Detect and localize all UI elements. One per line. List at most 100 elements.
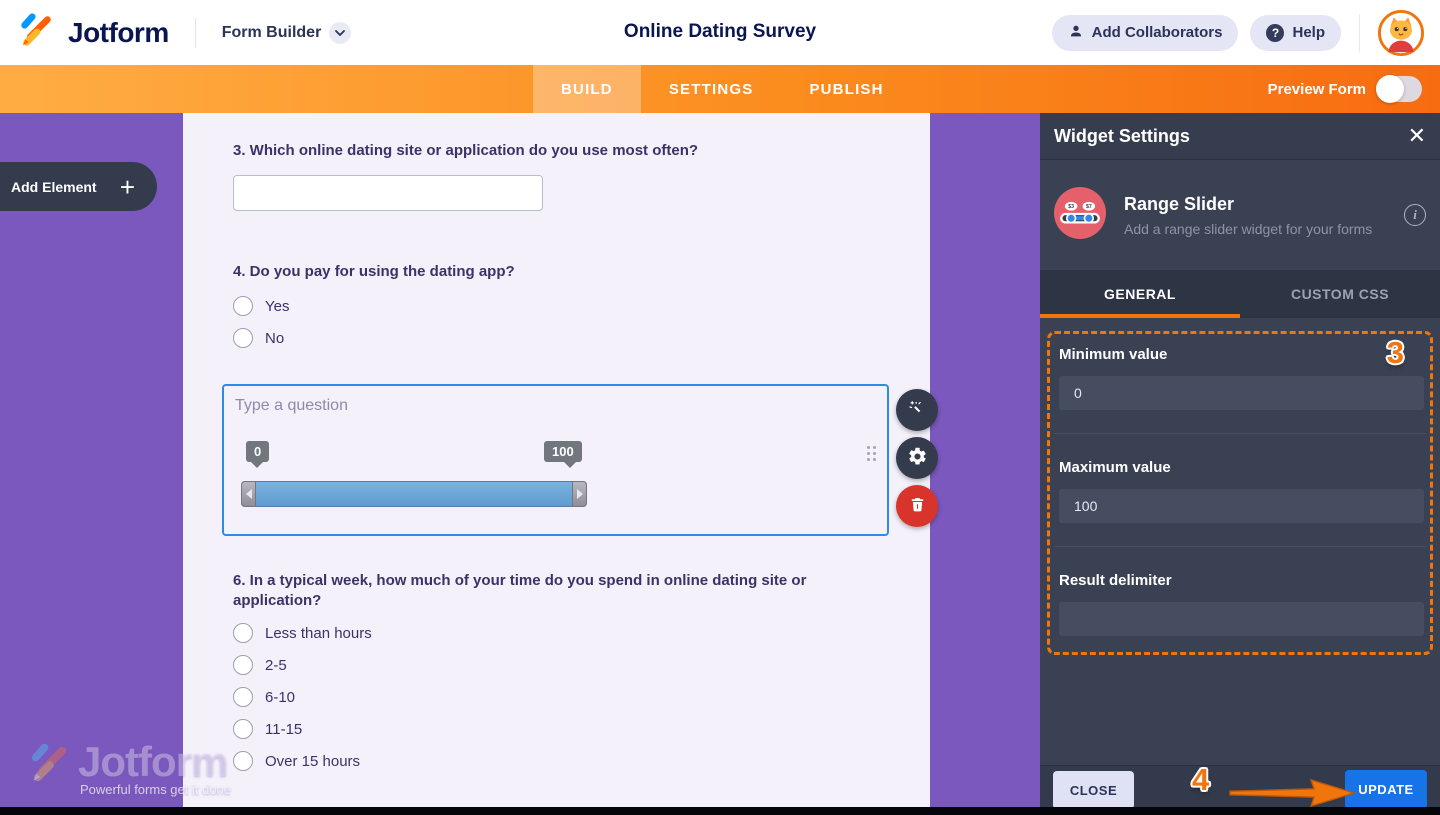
product-label: Form Builder [221,23,322,41]
slider-handle-left[interactable] [241,481,256,507]
help-label: Help [1292,24,1325,41]
widget-icon-min-text: $3 [1068,204,1074,210]
widget-name: Range Slider [1124,193,1235,214]
radio-label: Less than hours [265,624,372,642]
radio-option[interactable]: Over 15 hours [233,750,372,772]
annotation-arrow-icon [1226,776,1358,815]
radio-option-no[interactable]: No [233,327,289,349]
radio-label: 6-10 [265,688,296,706]
top-header: Jotform Form Builder Online Dating Surve… [0,0,1440,65]
radio-option[interactable]: 6-10 [233,686,372,708]
selected-slider-widget[interactable]: Type a question 0 100 [222,384,889,536]
person-icon [1068,23,1084,43]
toggle-knob [1376,75,1404,103]
panel-title: Widget Settings [1054,125,1190,146]
question-3-input[interactable] [233,175,543,211]
add-element-label: Add Element [11,178,97,195]
maximum-value-field: Maximum value [1059,459,1425,523]
question-4-label[interactable]: 4. Do you pay for using the dating app? [233,263,515,280]
question-mark-icon: ? [1266,23,1285,42]
result-delimiter-label: Result delimiter [1059,572,1172,589]
panel-tab-bar: GENERAL CUSTOM CSS [1040,270,1440,318]
minimum-value-field: Minimum value [1059,346,1425,410]
delete-widget-button[interactable] [896,485,938,527]
form-canvas: 3. Which online dating site or applicati… [183,113,930,807]
magic-wand-icon [907,399,927,422]
minimum-value-label: Minimum value [1059,346,1168,363]
tab-settings[interactable]: SETTINGS [668,80,754,98]
radio-icon[interactable] [233,296,253,316]
header-divider [194,17,196,48]
radio-icon[interactable] [233,719,253,739]
panel-body: Minimum value Maximum value Result delim… [1040,318,1440,765]
field-divider [1054,546,1426,547]
workspace: 3. Which online dating site or applicati… [0,113,1440,809]
question-3-label[interactable]: 3. Which online dating site or applicati… [233,142,699,159]
tab-publish[interactable]: PUBLISH [809,80,884,98]
minimum-value-input[interactable] [1059,376,1424,410]
question-4-options: Yes No [233,295,289,349]
plus-icon: + [119,171,135,202]
radio-icon[interactable] [233,328,253,348]
widget-settings-panel: Widget Settings ✕ $3 $7 [1040,113,1440,809]
radio-label: No [265,329,285,347]
radio-label: Over 15 hours [265,752,361,770]
range-slider-track[interactable] [241,481,587,507]
radio-icon[interactable] [233,623,253,643]
page-title[interactable]: Online Dating Survey [623,21,817,42]
preview-form-toggle[interactable] [1376,75,1422,103]
radio-icon[interactable] [233,751,253,771]
maximum-value-label: Maximum value [1059,459,1171,476]
builder-nav: BUILD SETTINGS PUBLISH Preview Form [0,65,1440,113]
help-button[interactable]: ? Help [1250,14,1341,51]
tab-custom-css[interactable]: CUSTOM CSS [1290,286,1390,302]
slider-handle-right[interactable] [572,481,587,507]
close-icon[interactable]: ✕ [1407,123,1426,148]
form-builder-menu[interactable]: Form Builder [221,21,352,44]
tab-general[interactable]: GENERAL [1040,270,1240,318]
widget-icon-max-text: $7 [1086,204,1092,210]
radio-icon[interactable] [233,655,253,675]
chevron-down-icon [329,21,352,44]
slider-min-tooltip: 0 [246,441,270,468]
tab-build[interactable]: BUILD [533,65,641,113]
panel-header: Widget Settings ✕ [1040,113,1440,160]
annotation-step-3: 3 [1386,335,1404,370]
screen-bottom-strip [0,807,1440,815]
radio-option[interactable]: Less than hours [233,622,372,644]
panel-footer: CLOSE UPDATE [1040,765,1440,809]
widget-description: Add a range slider widget for your forms [1124,220,1373,237]
gear-icon [907,446,928,470]
brand-wordmark: Jotform [68,16,169,48]
field-divider [1054,433,1426,434]
maximum-value-input[interactable] [1059,489,1424,523]
info-icon[interactable]: i [1404,204,1426,226]
radio-option[interactable]: 11-15 [233,718,372,740]
radio-label: 11-15 [265,720,303,738]
user-avatar[interactable] [1378,9,1424,56]
close-button[interactable]: CLOSE [1053,771,1134,809]
result-delimiter-input[interactable] [1059,602,1424,636]
magic-wand-button[interactable] [896,389,938,431]
nav-tab-group: BUILD SETTINGS PUBLISH [533,65,912,113]
slider-max-tooltip: 100 [544,441,582,468]
widget-settings-button[interactable] [896,437,938,479]
annotation-step-4: 4 [1192,762,1210,797]
question-6-label[interactable]: 6. In a typical week, how much of your t… [233,572,807,610]
question-placeholder[interactable]: Type a question [235,397,348,414]
radio-option[interactable]: 2-5 [233,654,372,676]
drag-handle-icon[interactable] [867,446,876,461]
radio-label: Yes [265,297,290,315]
add-collaborators-button[interactable]: Add Collaborators [1051,14,1239,51]
radio-label: 2-5 [265,656,287,674]
update-button[interactable]: UPDATE [1345,770,1427,809]
watermark-logo-icon [28,741,72,790]
radio-option-yes[interactable]: Yes [233,295,289,317]
header-divider [1359,13,1360,52]
add-collaborators-label: Add Collaborators [1091,24,1223,41]
range-slider-widget-icon: $3 $7 [1054,186,1106,244]
add-element-button[interactable]: Add Element + [0,162,157,211]
radio-icon[interactable] [233,687,253,707]
widget-info: $3 $7 Range Slider Add a range slider wi… [1040,160,1440,270]
